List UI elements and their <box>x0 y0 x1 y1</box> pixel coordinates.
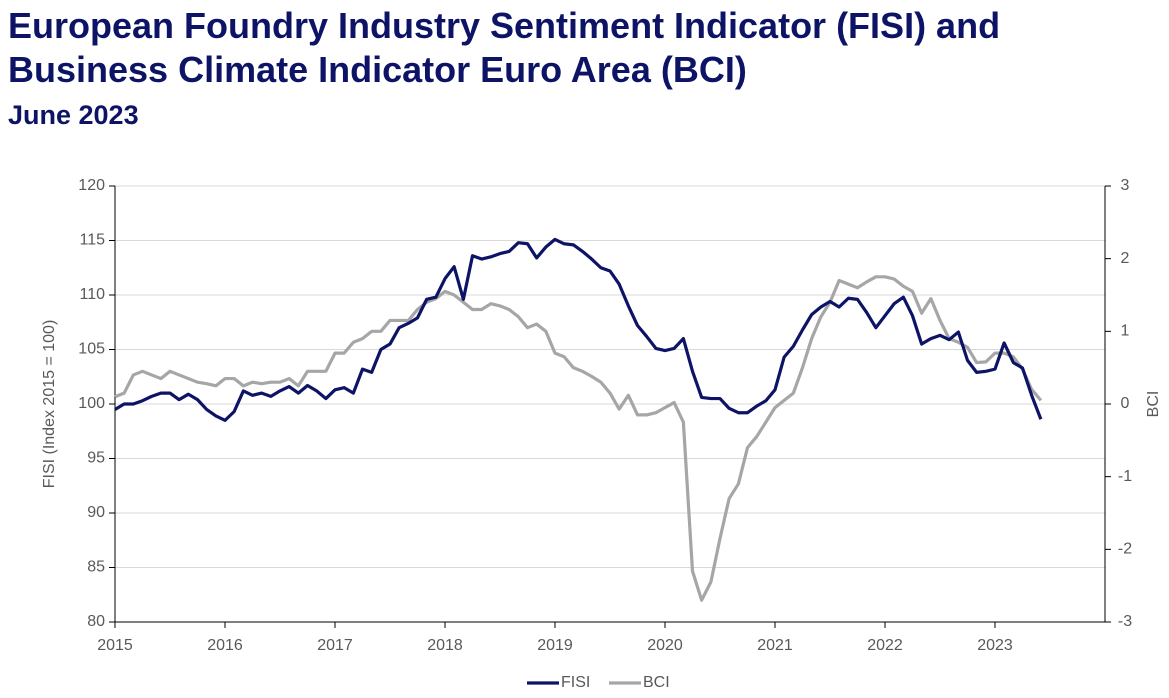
y-tick-label: 115 <box>79 232 105 249</box>
y2-tick-label: -1 <box>1118 468 1132 485</box>
x-tick-label: 2018 <box>427 637 463 654</box>
y2-tick-label: 3 <box>1121 177 1130 194</box>
y-tick-label: 105 <box>78 341 105 358</box>
x-tick-label: 2020 <box>647 637 683 654</box>
y-tick-label: 110 <box>79 286 105 303</box>
x-tick-label: 2015 <box>97 637 133 654</box>
y2-axis-label: BCI <box>1145 391 1162 418</box>
y-tick-label: 100 <box>78 395 105 412</box>
chart-title: European Foundry Industry Sentiment Indi… <box>8 5 1001 90</box>
legend-label: BCI <box>643 674 670 691</box>
x-tick-label: 2019 <box>537 637 573 654</box>
legend-label: FISI <box>561 674 590 691</box>
x-tick-label: 2022 <box>867 637 903 654</box>
x-tick-label: 2016 <box>207 637 243 654</box>
x-tick-label: 2017 <box>317 637 353 654</box>
y-tick-label: 120 <box>78 177 105 194</box>
y-tick-label: 95 <box>87 450 105 467</box>
series-line <box>114 275 1043 602</box>
series-line <box>114 237 1043 422</box>
y2-tick-label: 1 <box>1121 323 1130 340</box>
chart-subtitle: June 2023 <box>8 100 139 130</box>
y-tick-label: 85 <box>87 559 105 576</box>
y2-tick-label: -3 <box>1118 613 1132 630</box>
y-tick-label: 90 <box>87 504 105 521</box>
x-tick-label: 2023 <box>977 637 1013 654</box>
y2-tick-label: 0 <box>1121 395 1130 412</box>
y2-tick-label: -2 <box>1118 541 1132 558</box>
y-tick-label: 80 <box>87 613 105 630</box>
x-tick-label: 2021 <box>757 637 793 654</box>
y-axis-label: FISI (Index 2015 = 100) <box>41 320 58 489</box>
y2-tick-label: 2 <box>1121 250 1130 267</box>
